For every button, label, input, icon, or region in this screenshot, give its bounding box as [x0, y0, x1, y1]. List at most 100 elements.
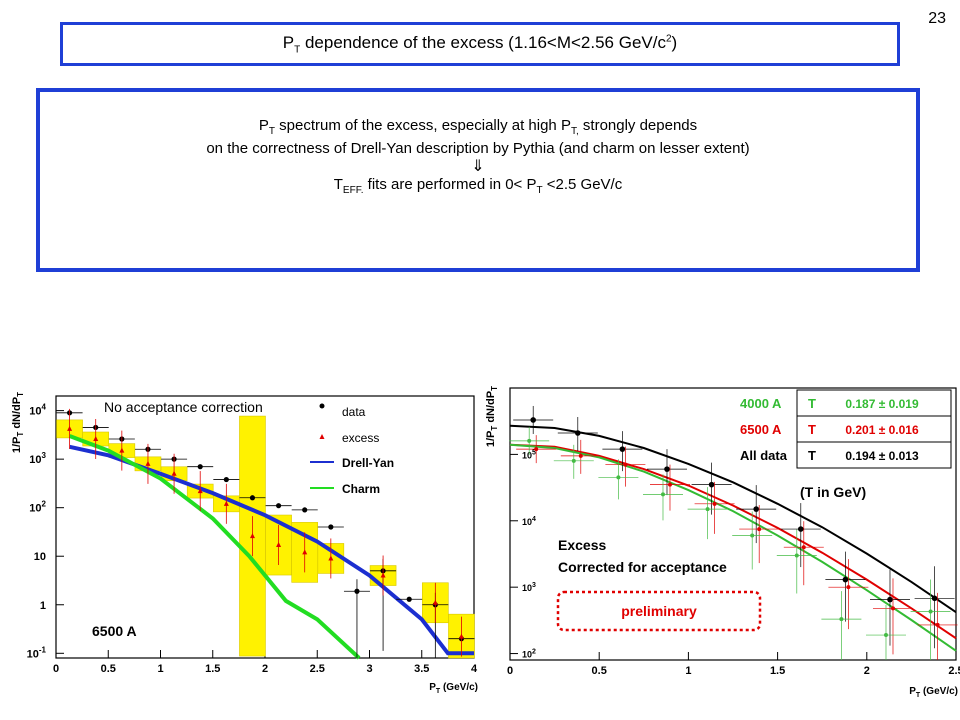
excess-point [380, 572, 386, 578]
data-point [534, 447, 539, 452]
y-tick-label: 104 [29, 403, 46, 418]
excess-point [197, 488, 203, 494]
data-point [660, 492, 665, 497]
excess-point [249, 533, 255, 539]
data-point [750, 533, 755, 538]
data-point [619, 446, 626, 452]
x-tick-label: 3 [366, 663, 372, 675]
right-chart: 1/PT dN/dPT PT (GeV/c) 0 0.5 1 1.5 2 2.5 102 103 1… [485, 386, 960, 699]
data-point [757, 527, 762, 532]
fit-value: 0.194 ± 0.013 [845, 449, 919, 463]
data-point [708, 481, 715, 488]
description-box: PT spectrum of the excess, especially at… [36, 88, 920, 272]
excess-point [119, 447, 125, 453]
x-tick-label: 0.5 [101, 663, 116, 675]
data-point [883, 633, 888, 638]
data-point [846, 585, 851, 590]
excess-point [171, 470, 177, 476]
data-point [890, 606, 895, 611]
data-point [406, 596, 412, 602]
legend-excess-label: excess [342, 431, 379, 445]
down-arrow-icon: ⇓ [471, 157, 485, 175]
x-tick-label: 2.5 [948, 665, 960, 677]
legend-data-label: data [342, 405, 366, 419]
text-line-3: TEFF. fits are performed in 0< PT <2.5 G… [333, 175, 623, 196]
excess-point [276, 542, 282, 548]
data-point [574, 430, 581, 436]
slide-number: 23 [928, 10, 946, 27]
x-tick-label: 3.5 [414, 663, 429, 675]
data-point [797, 526, 804, 532]
x-tick-label: 2.5 [310, 663, 325, 675]
data-point [527, 438, 532, 443]
excess-point [145, 460, 151, 466]
annotation-t-unit: (T in GeV) [800, 484, 866, 500]
data-point [712, 501, 717, 506]
data-point [839, 617, 844, 622]
y-tick-label: 10 [34, 551, 46, 563]
data-point [249, 495, 256, 501]
y-tick-label: 102 [29, 500, 46, 515]
x-tick-label: 0 [507, 665, 513, 677]
charm-curve [68, 434, 361, 660]
data-point [302, 507, 308, 513]
data-point [664, 466, 670, 472]
data-point [275, 503, 282, 509]
y-tick-label: 103 [29, 451, 46, 466]
data-point [667, 482, 672, 487]
data-point [928, 609, 933, 614]
x-tick-label: 0.5 [592, 665, 607, 677]
x-tick-label: 2 [864, 665, 870, 677]
data-point [935, 622, 940, 627]
legend-drell-yan-label: Drell-Yan [342, 456, 394, 470]
y-tick-label: 102 [522, 649, 536, 660]
x-tick-label: 2 [262, 663, 268, 675]
left-chart: 1/PT dN/dPT PT (GeV/c) 0 0.5 1 1.5 2 2.5 3 3.5 4 10… [11, 392, 478, 695]
y-tick-label: 1 [40, 600, 46, 612]
data-point [197, 464, 203, 470]
data-point [842, 576, 849, 583]
annotation-corrected: Corrected for acceptance [558, 559, 727, 575]
x-axis-label: PT (GeV/c) [909, 686, 958, 699]
excess-point [302, 549, 308, 555]
excess-point [432, 599, 438, 605]
title-text: PT dependence of the excess (1.16<M<2.56… [282, 32, 678, 56]
data-point [753, 506, 759, 512]
data-point [931, 595, 938, 602]
data-point [530, 417, 536, 423]
x-tick-label: 1.5 [770, 665, 785, 677]
plot-frame [509, 387, 957, 661]
text-line-1: PT spectrum of the excess, especially at… [258, 117, 698, 137]
annotation-preliminary: preliminary [621, 603, 697, 619]
annotation-6500A: 6500 A [92, 623, 137, 639]
fit-value: 0.187 ± 0.019 [845, 397, 919, 411]
data-point [801, 545, 806, 550]
fit-curve [509, 443, 957, 652]
data-point [616, 475, 621, 480]
fit-value: 0.201 ± 0.016 [845, 423, 919, 437]
legend-excess-marker [319, 434, 325, 439]
preliminary-box [556, 590, 762, 632]
fit-T: T [808, 448, 816, 463]
fit-label: 4000 A [740, 396, 782, 411]
x-tick-label: 1 [157, 663, 163, 675]
y-tick-label: 103 [522, 582, 536, 593]
slide-title: PT dependence of the excess (1.16<M<2.56… [60, 22, 900, 66]
data-point [571, 458, 576, 463]
fit-T: T [808, 422, 816, 437]
data-point [794, 553, 799, 558]
annotation-excess: Excess [558, 537, 606, 553]
y-tick-label: 104 [522, 516, 536, 527]
y-tick-label: 10-1 [27, 645, 47, 660]
fit-label: 6500 A [740, 422, 782, 437]
fit-table [796, 389, 952, 469]
excess-point [223, 500, 229, 506]
data-point [578, 453, 583, 458]
fit-label: All data [740, 448, 788, 463]
excess-point [93, 436, 99, 442]
legend-data-marker [319, 403, 325, 409]
x-axis-label: PT (GeV/c) [429, 682, 478, 695]
excess-point [458, 633, 464, 639]
y-axis-label: 1/PT dN/dPT [485, 386, 499, 447]
y-tick-label: 105 [522, 449, 536, 460]
